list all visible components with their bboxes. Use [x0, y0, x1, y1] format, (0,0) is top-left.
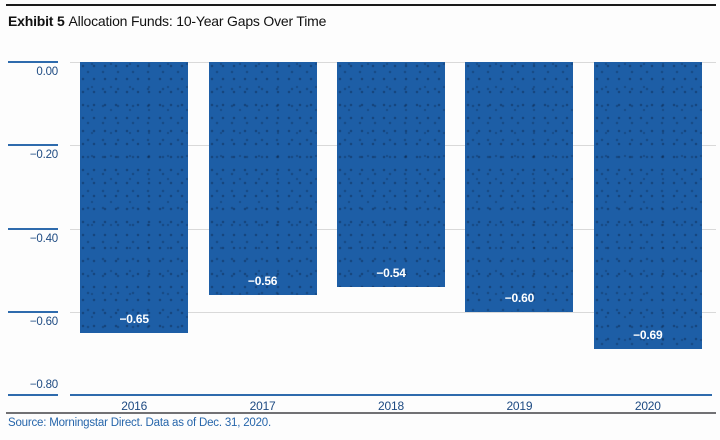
- x-tick-label-2018: 2018: [378, 399, 404, 413]
- exhibit-title-text: Allocation Funds: 10-Year Gaps Over Time: [68, 13, 327, 29]
- bar-2018: −0.54: [337, 62, 445, 287]
- y-tick-mark: [8, 61, 58, 63]
- source-divider-rule: [6, 412, 716, 414]
- exhibit-title: Exhibit 5 Allocation Funds: 10-Year Gaps …: [8, 13, 326, 29]
- bar-value-label: −0.65: [119, 311, 150, 326]
- y-tick-mark: [8, 144, 58, 147]
- x-axis-line: [70, 394, 712, 396]
- x-tick-label-2020: 2020: [634, 399, 661, 413]
- source-note: Source: Morningstar Direct. Data as of D…: [8, 417, 271, 429]
- bar-value-label: −0.60: [504, 290, 535, 305]
- bar-2016: −0.65: [80, 62, 189, 333]
- y-tick-label: 0.00: [36, 66, 58, 78]
- bar-value-label: −0.56: [247, 274, 278, 289]
- gridline-−0.60: [70, 311, 716, 313]
- y-tick-label: −0.20: [29, 149, 58, 162]
- bar-2017: −0.56: [208, 62, 317, 296]
- x-tick-label-2017: 2017: [249, 399, 276, 413]
- x-tick-label-2019: 2019: [506, 399, 533, 413]
- x-tick-label-2016: 2016: [121, 399, 148, 413]
- y-tick-label: −0.40: [29, 232, 58, 245]
- bar-2020: −0.69: [593, 62, 702, 350]
- y-tick-label: −0.80: [29, 379, 58, 391]
- y-tick-mark: [8, 227, 58, 230]
- top-rule: [6, 4, 716, 6]
- y-tick-mark: [8, 394, 58, 396]
- y-tick-label: −0.60: [29, 315, 58, 328]
- bar-2019: −0.60: [465, 62, 574, 312]
- exhibit-number-label: Exhibit 5: [8, 13, 65, 29]
- bar-value-label: −0.69: [633, 328, 663, 343]
- y-tick-mark: [8, 310, 58, 313]
- bar-value-label: −0.54: [376, 265, 406, 280]
